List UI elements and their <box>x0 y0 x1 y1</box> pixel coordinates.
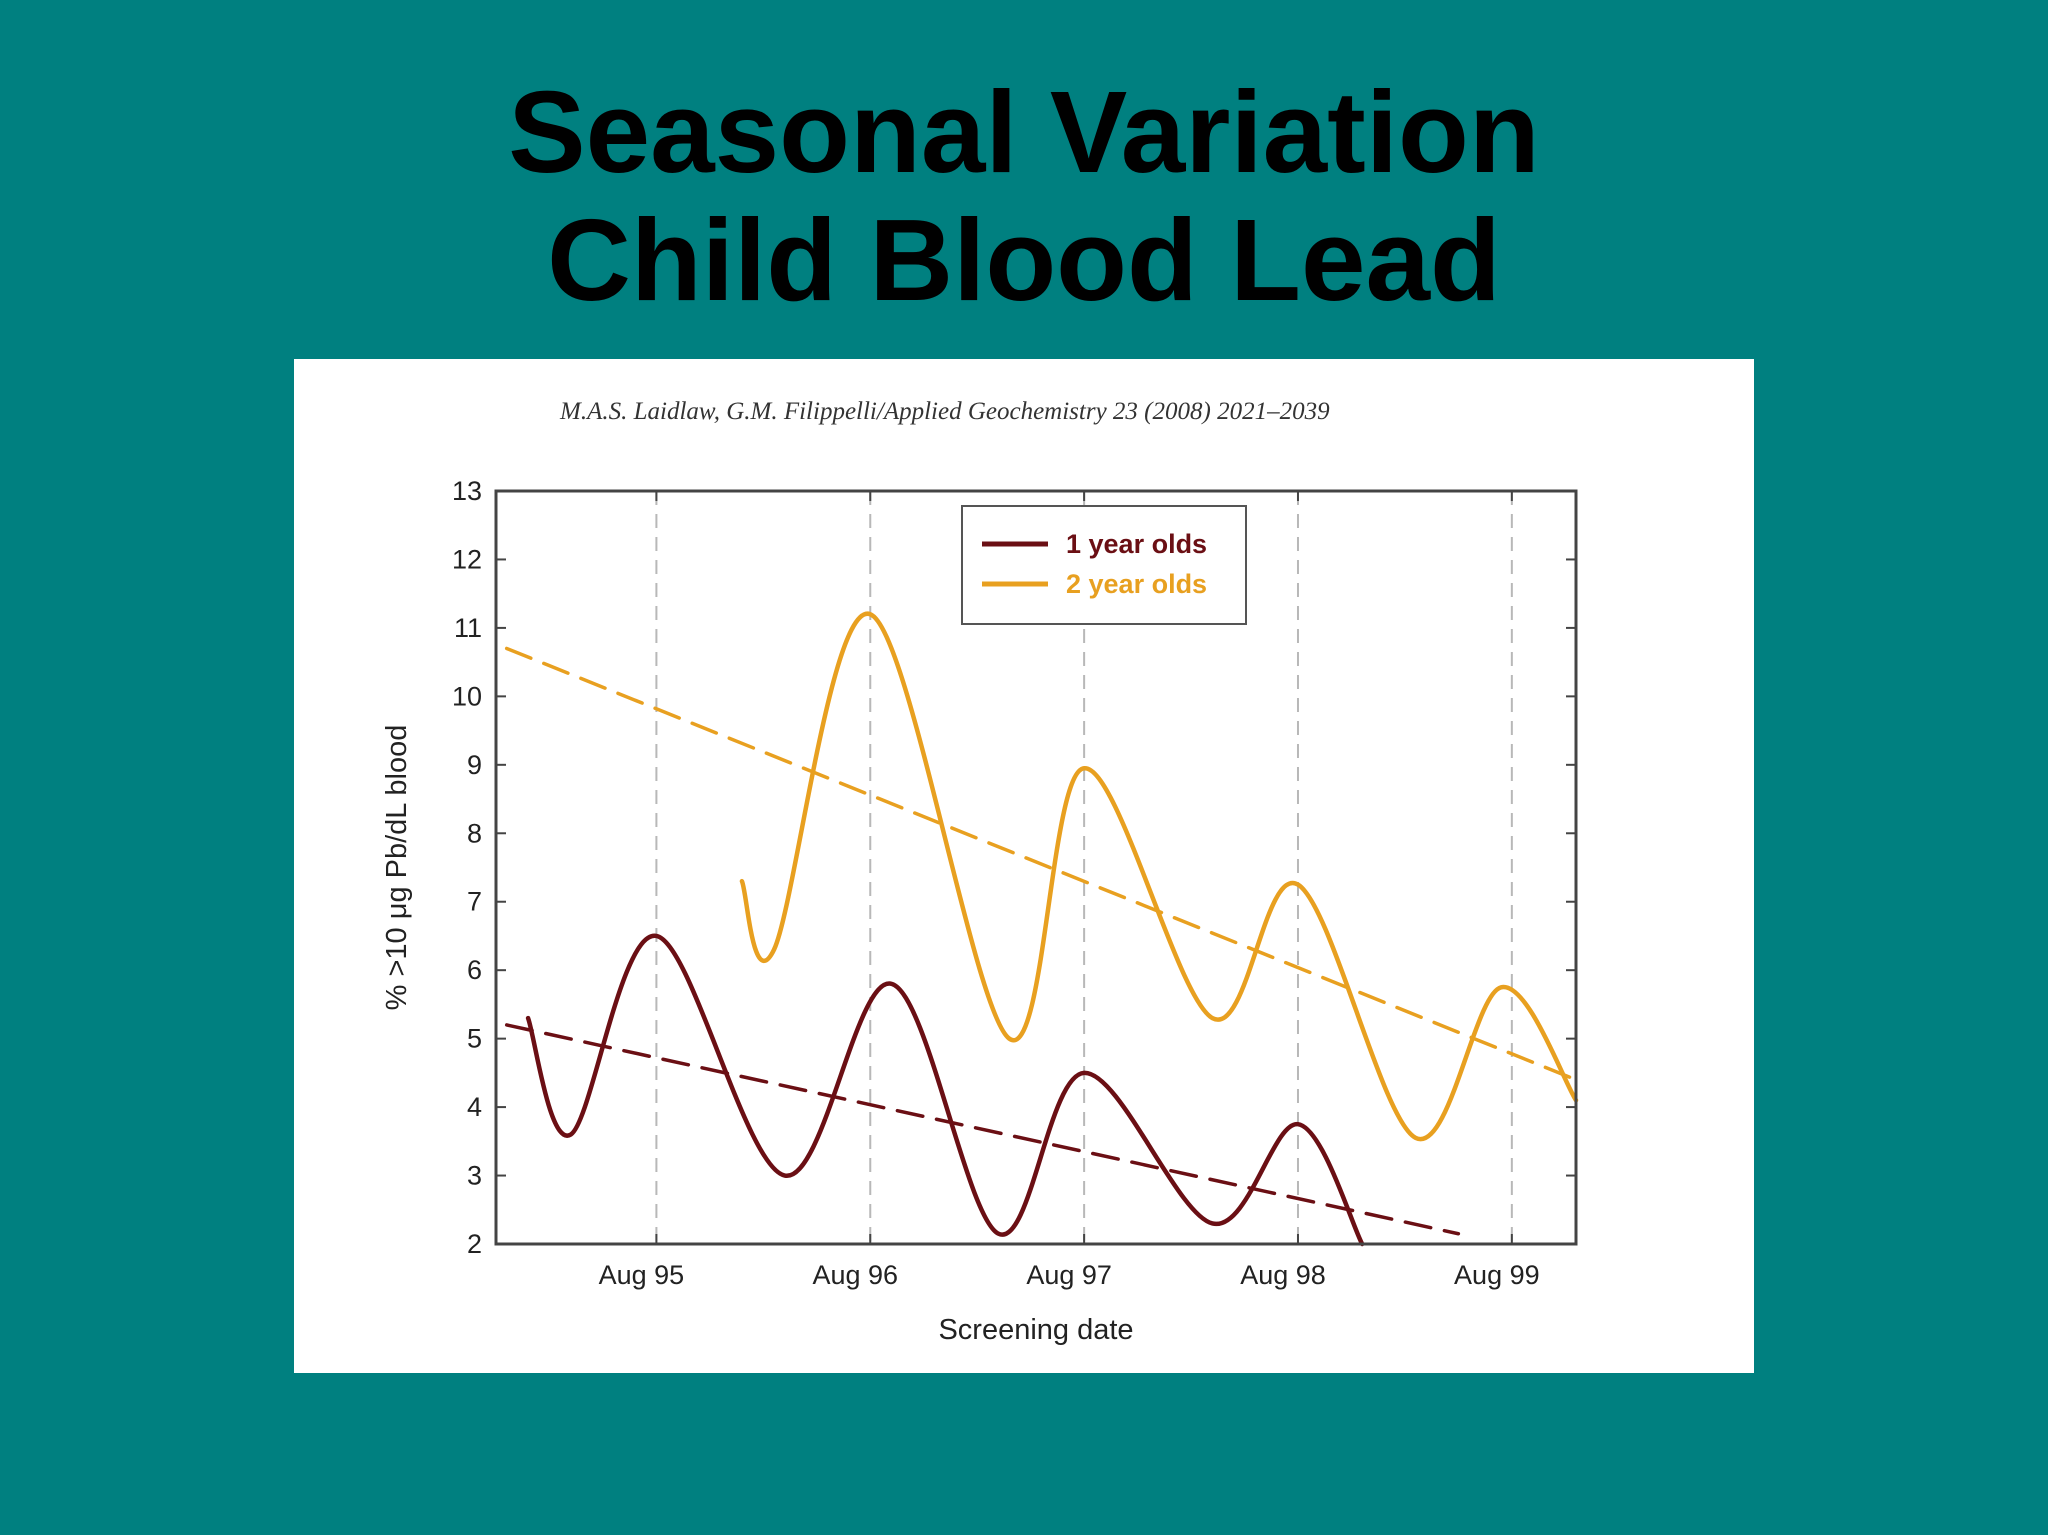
y-tick-label: 4 <box>467 1092 482 1122</box>
y-tick-label: 5 <box>467 1024 482 1054</box>
y-tick-label: 9 <box>467 750 482 780</box>
legend: 1 year olds 2 year olds <box>961 505 1247 625</box>
title-line-1: Seasonal Variation <box>508 67 1540 197</box>
legend-box <box>961 505 1247 625</box>
x-axis-title: Screening date <box>938 1314 1133 1346</box>
line-chart: M.A.S. Laidlaw, G.M. Filippelli/Applied … <box>381 398 1579 1346</box>
slide-title: Seasonal Variation Child Blood Lead <box>0 68 2048 324</box>
y-tick-label: 12 <box>452 544 482 574</box>
legend-label: 2 year olds <box>1066 569 1207 599</box>
x-tick-label: Aug 98 <box>1240 1260 1326 1290</box>
y-tick-label: 10 <box>452 681 482 711</box>
plot-frame <box>494 489 1578 1246</box>
axis-ticks: Aug 95 Aug 96 Aug 97 Aug 98 Aug 99 2 3 4 5 6 7 8 9 10… <box>452 476 1576 1290</box>
legend-label: 1 year olds <box>1066 529 1207 559</box>
2-year-olds-trend-line <box>504 646 1578 1082</box>
y-tick-label: 7 <box>467 887 482 917</box>
x-tick-label: Aug 95 <box>599 1260 685 1290</box>
y-axis-title: % >10 μg Pb/dL blood <box>381 725 413 1011</box>
y-tick-label: 11 <box>454 613 482 643</box>
y-tick-label: 2 <box>467 1229 482 1259</box>
x-tick-label: Aug 97 <box>1026 1260 1112 1290</box>
1-year-olds-line <box>525 933 1365 1247</box>
chart-figure: M.A.S. Laidlaw, G.M. Filippelli/Applied … <box>294 359 1754 1373</box>
y-tick-label: 13 <box>452 476 482 506</box>
title-line-2: Child Blood Lead <box>547 195 1501 325</box>
figure-citation: M.A.S. Laidlaw, G.M. Filippelli/Applied … <box>559 398 1330 425</box>
y-tick-label: 6 <box>467 955 482 985</box>
x-tick-label: Aug 99 <box>1454 1260 1540 1290</box>
1-year-olds-trend-line <box>504 1023 1461 1236</box>
y-tick-label: 8 <box>467 818 482 848</box>
series-lines <box>504 611 1579 1247</box>
y-tick-label: 3 <box>467 1161 482 1191</box>
x-tick-label: Aug 96 <box>812 1260 898 1290</box>
2-year-olds-line <box>739 611 1579 1142</box>
